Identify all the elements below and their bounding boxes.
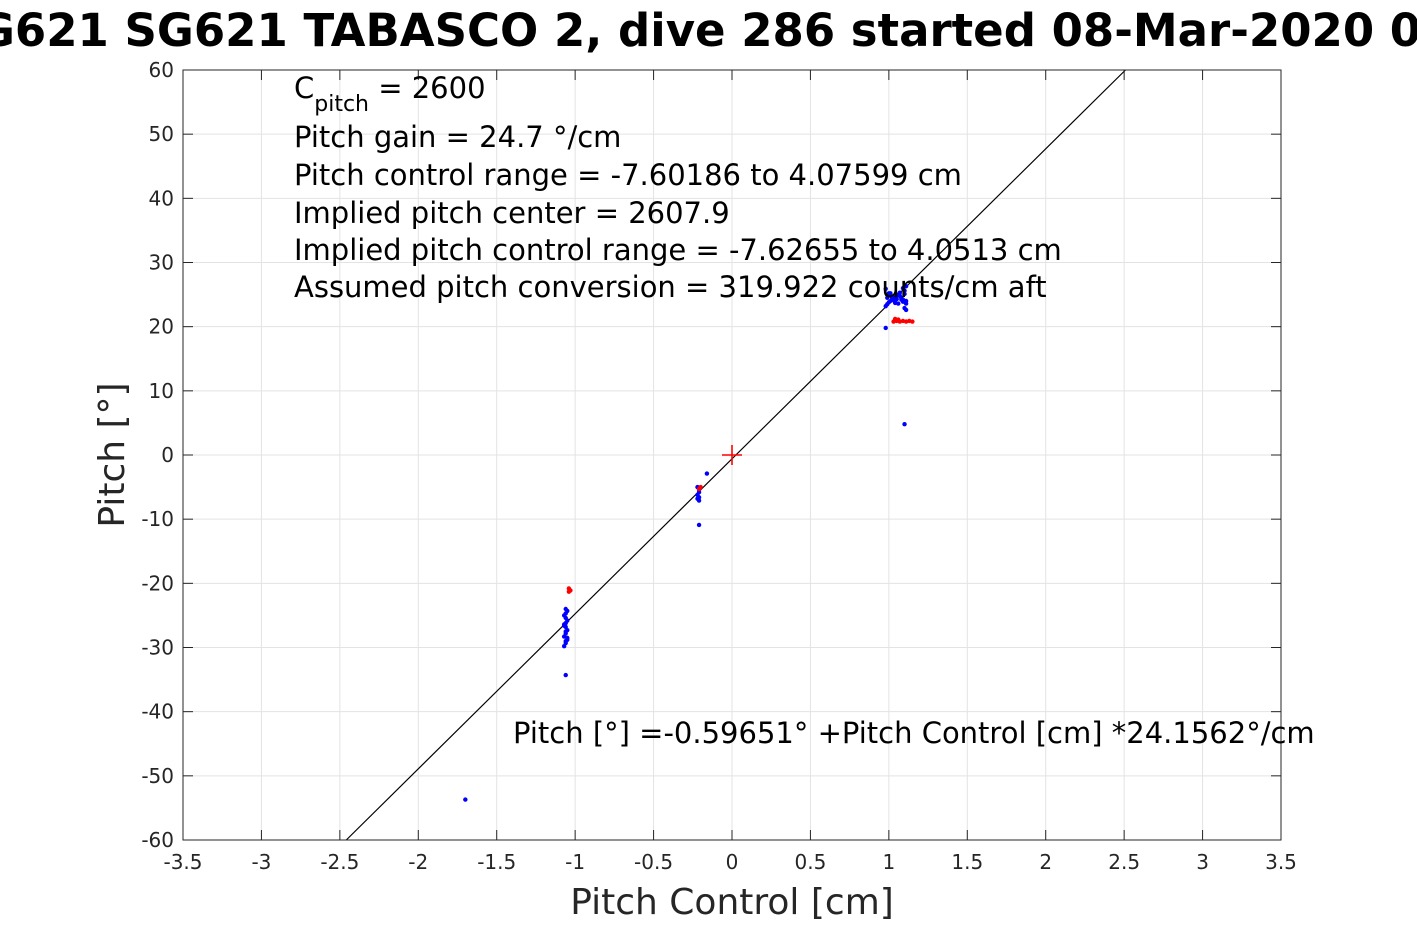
y-tick-label: 20 <box>149 315 174 339</box>
x-tick-label: 1 <box>882 850 895 874</box>
y-tick-label: 30 <box>149 251 174 275</box>
blue-data-point <box>903 307 909 313</box>
implied-center-annotation: Implied pitch center = 2607.9 <box>294 196 730 230</box>
c-pitch-symbol: C <box>294 71 314 105</box>
blue-data-point <box>892 298 898 303</box>
pitch-gain-annotation: Pitch gain = 24.7 °/cm <box>294 120 621 154</box>
y-tick-label: 40 <box>149 186 174 210</box>
y-tick-label: -60 <box>141 828 174 852</box>
blue-data-point <box>563 629 568 634</box>
blue-data-point <box>899 297 904 302</box>
blue-data-point <box>563 638 568 644</box>
y-tick-label: 50 <box>149 122 174 146</box>
red-data-point <box>896 317 901 322</box>
blue-data-point <box>886 291 892 296</box>
red-data-point <box>566 589 572 594</box>
red-data-point <box>698 484 703 490</box>
y-tick-label: -10 <box>141 507 174 531</box>
y-tick-label: -50 <box>141 764 174 788</box>
blue-data-point <box>704 471 710 476</box>
x-tick-label: -2 <box>408 850 428 874</box>
blue-data-point <box>563 672 568 678</box>
x-tick-label: 0 <box>726 850 739 874</box>
blue-data-point <box>463 797 468 802</box>
x-tick-label: -1.5 <box>477 850 516 874</box>
y-tick-label: -20 <box>141 571 174 595</box>
blue-data-point <box>883 325 888 331</box>
blue-data-point <box>696 522 702 528</box>
blue-data-point <box>889 294 895 300</box>
blue-data-point <box>695 496 700 501</box>
center-marker <box>722 445 742 465</box>
x-tick-label: 0.5 <box>795 850 827 874</box>
control-range-annotation: Pitch control range = -7.60186 to 4.0759… <box>294 158 962 192</box>
axis-ticks: -3.5 -3 -2.5 -2 -1.5 -1 -0.5 0 0.5 1 1.5 2 2.5 3 3.5 60… <box>141 58 1297 874</box>
x-tick-label: 3 <box>1196 850 1209 874</box>
chart-title: SG621 SG621 TABASCO 2, dive 286 started … <box>0 4 1417 57</box>
blue-data-point <box>903 298 909 304</box>
x-tick-label: -2.5 <box>320 850 359 874</box>
blue-data-point <box>902 422 907 427</box>
blue-data-point <box>902 291 907 297</box>
implied-range-annotation: Implied pitch control range = -7.62655 t… <box>294 233 1062 267</box>
y-tick-label: -30 <box>141 636 174 660</box>
x-tick-label: -0.5 <box>634 850 673 874</box>
blue-data-point <box>903 284 909 289</box>
y-tick-label: 60 <box>149 58 174 82</box>
blue-data-point <box>883 286 888 292</box>
blue-data-point <box>561 623 567 628</box>
y-tick-label: 10 <box>149 379 174 403</box>
x-tick-label: -3.5 <box>163 850 202 874</box>
x-axis-label: Pitch Control [cm] <box>570 882 894 923</box>
x-tick-label: 3.5 <box>1265 850 1297 874</box>
y-tick-label: -40 <box>141 700 174 724</box>
x-tick-label: 2 <box>1039 850 1052 874</box>
x-tick-label: 2.5 <box>1108 850 1140 874</box>
y-axis-label: Pitch [°] <box>92 382 133 527</box>
annotation-block: Cpitch = 2600 Pitch gain = 24.7 °/cm Pit… <box>294 71 1315 750</box>
x-tick-label: -1 <box>565 850 585 874</box>
red-data-point <box>910 319 915 324</box>
c-pitch-value: = 2600 <box>369 71 486 105</box>
blue-data-point <box>563 606 568 612</box>
y-tick-label: 0 <box>161 443 174 467</box>
c-pitch-annotation: Cpitch = 2600 <box>294 71 486 117</box>
conversion-annotation: Assumed pitch conversion = 319.922 count… <box>294 270 1047 304</box>
data-points <box>463 284 915 802</box>
c-pitch-subscript: pitch <box>314 92 369 117</box>
x-tick-label: 1.5 <box>951 850 983 874</box>
x-tick-label: -3 <box>251 850 271 874</box>
blue-data-point <box>896 301 901 306</box>
fit-equation-annotation: Pitch [°] =-0.59651° +Pitch Control [cm]… <box>513 716 1315 750</box>
blue-data-point <box>897 290 903 295</box>
